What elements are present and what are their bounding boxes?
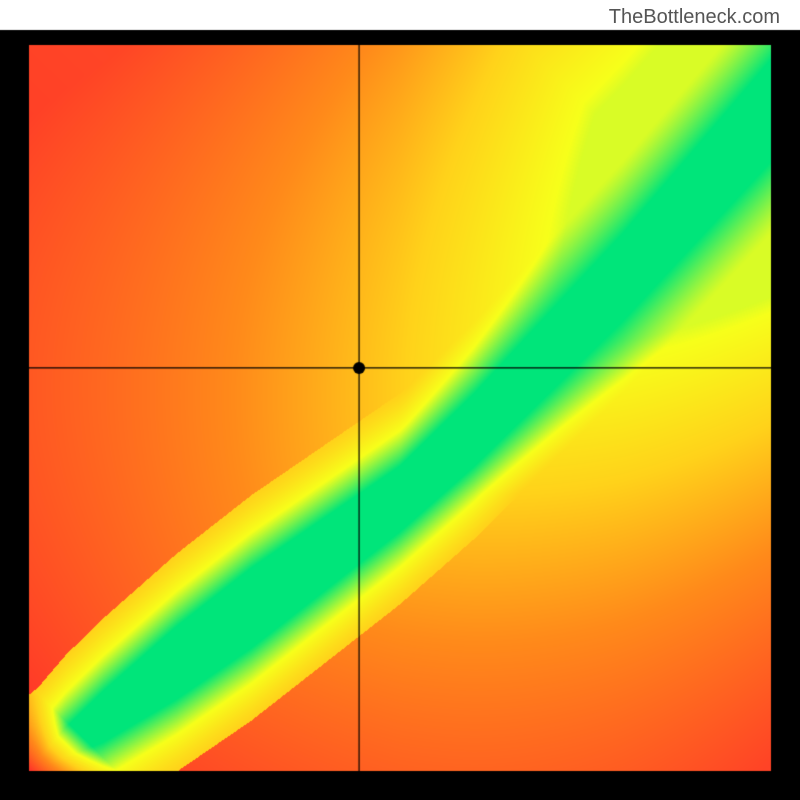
watermark-text: TheBottleneck.com bbox=[609, 6, 780, 29]
chart-container: TheBottleneck.com bbox=[0, 0, 800, 800]
heatmap-canvas bbox=[0, 0, 800, 800]
